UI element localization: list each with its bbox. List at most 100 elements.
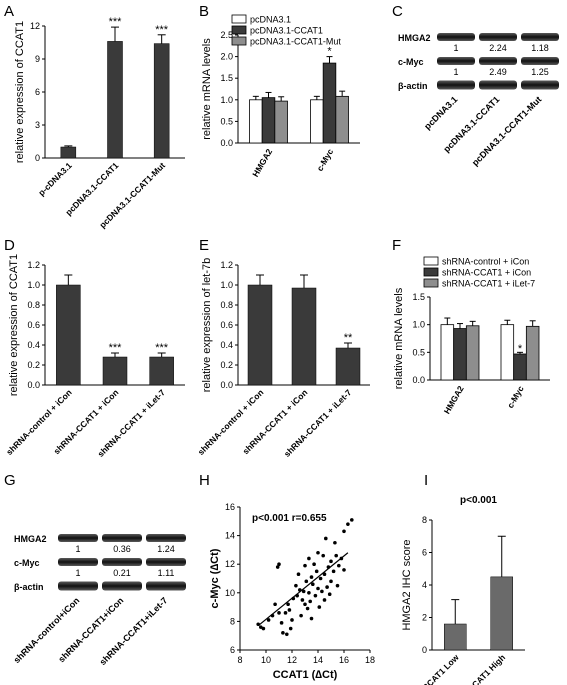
blot-lane-label: pcDNA3.1 (422, 94, 459, 131)
blot-band (437, 33, 475, 41)
panel-letter-d: D (4, 237, 15, 254)
scatter-point (307, 556, 311, 561)
bar (60, 146, 77, 159)
scatter-point (311, 582, 315, 587)
scatter-point (288, 626, 293, 631)
y-tick-label: 0 (35, 153, 40, 163)
band-quantification: 1.25 (531, 67, 549, 77)
panel-letter-i: I (424, 472, 428, 489)
y-tick-label: 8 (230, 616, 235, 626)
scatter-point (305, 606, 310, 611)
scatter-point (294, 583, 298, 588)
y-tick-label: 1.0 (220, 95, 233, 105)
scatter-point (277, 611, 281, 615)
significance-marker: *** (109, 342, 123, 354)
y-tick-label: 1.0 (412, 320, 425, 330)
bar (440, 324, 455, 381)
scatter-point (309, 616, 314, 621)
y-tick-label: 1.5 (220, 73, 233, 83)
y-tick-label: 1.2 (27, 260, 40, 270)
scatter-point (273, 602, 277, 607)
y-tick-label: 6 (230, 645, 235, 655)
chart-f: 0.0 0.5 1.0 1.5 relative mRNA levels HMGA2 * c-… (393, 257, 550, 416)
correlation-annotation: p<0.001 r=0.655 (252, 513, 327, 524)
y-tick-label: 1.5 (412, 292, 425, 302)
y-tick-label: 0.8 (220, 300, 233, 310)
y-tick-label: 0.0 (220, 138, 233, 148)
scatter-point (350, 518, 354, 522)
scatter-point (313, 593, 318, 598)
y-axis-title: c-Myc (∆Ct) (209, 548, 221, 608)
bar (444, 623, 467, 651)
scatter-point (342, 568, 346, 572)
panel-letters: A B C D E F G H I (4, 3, 428, 489)
scatter-point (266, 618, 271, 622)
band-quantification: 1.24 (157, 544, 175, 554)
y-tick-label: 0.6 (220, 320, 233, 330)
scatter-point (301, 589, 306, 594)
panel-letter-c: C (392, 3, 403, 20)
scatter-point (286, 602, 290, 607)
blot-row-label: β-actin (398, 81, 428, 91)
scatter-point (325, 585, 329, 589)
category-label: CCAT1 High (465, 652, 507, 685)
blot-row-label: c-Myc (398, 57, 424, 67)
x-tick-label: 14 (313, 655, 323, 665)
blot-band (521, 33, 559, 41)
scatter-point (303, 563, 307, 568)
y-tick-label: 16 (225, 502, 235, 512)
bar (490, 576, 513, 651)
band-quantification: 0.36 (113, 544, 131, 554)
y-tick-label: 0.0 (27, 380, 40, 390)
bar (153, 43, 170, 159)
blot-band (102, 558, 142, 566)
scatter-point (307, 591, 311, 595)
band-quantification: 1 (453, 43, 458, 53)
band-quantification: 1 (75, 544, 80, 554)
blot-band (479, 33, 517, 41)
blot-band (146, 558, 186, 566)
scatter-point (342, 529, 346, 534)
scatter-point (304, 579, 309, 584)
x-tick-label: 8 (237, 655, 242, 665)
scatter-point (261, 626, 266, 631)
y-axis-title: relative expression of let-7b (201, 258, 213, 393)
bar (274, 100, 288, 144)
scatter-point (318, 576, 323, 581)
y-tick-label: 2.5 (220, 30, 233, 40)
blot-band (521, 57, 559, 65)
y-tick-label: 12 (30, 21, 40, 31)
blot-band (146, 581, 186, 591)
blot-band (58, 558, 98, 566)
scatter-point (337, 563, 341, 568)
category-label: HMGA2 (442, 384, 466, 416)
panel-letter-f: F (392, 237, 401, 254)
panel-letter-h: H (199, 472, 210, 489)
y-axis-title: relative expression of CCAT1 (8, 254, 20, 396)
scatter-point (324, 536, 328, 541)
y-tick-label: 12 (225, 559, 235, 569)
y-tick-label: 0.5 (412, 347, 425, 357)
blot-band (437, 57, 475, 65)
significance-marker: *** (155, 342, 169, 354)
scatter-point (279, 621, 284, 625)
y-tick-label: 0.4 (27, 340, 40, 350)
significance-marker: *** (109, 16, 123, 28)
y-tick-label: 1.0 (27, 280, 40, 290)
category-label: p-cDNA3.1 (36, 160, 74, 198)
scatter-point (308, 599, 313, 604)
scatter-point (334, 553, 339, 558)
scatter-point (309, 575, 314, 579)
blot-band (146, 534, 186, 542)
legend-label: pcDNA3.1 (250, 15, 291, 25)
scatter-point (285, 632, 289, 637)
blot-band (102, 581, 142, 591)
scatter-point (300, 598, 305, 602)
band-quantification: 0.21 (113, 568, 131, 578)
panel-letter-e: E (199, 237, 209, 254)
y-tick-label: 0.8 (27, 300, 40, 310)
